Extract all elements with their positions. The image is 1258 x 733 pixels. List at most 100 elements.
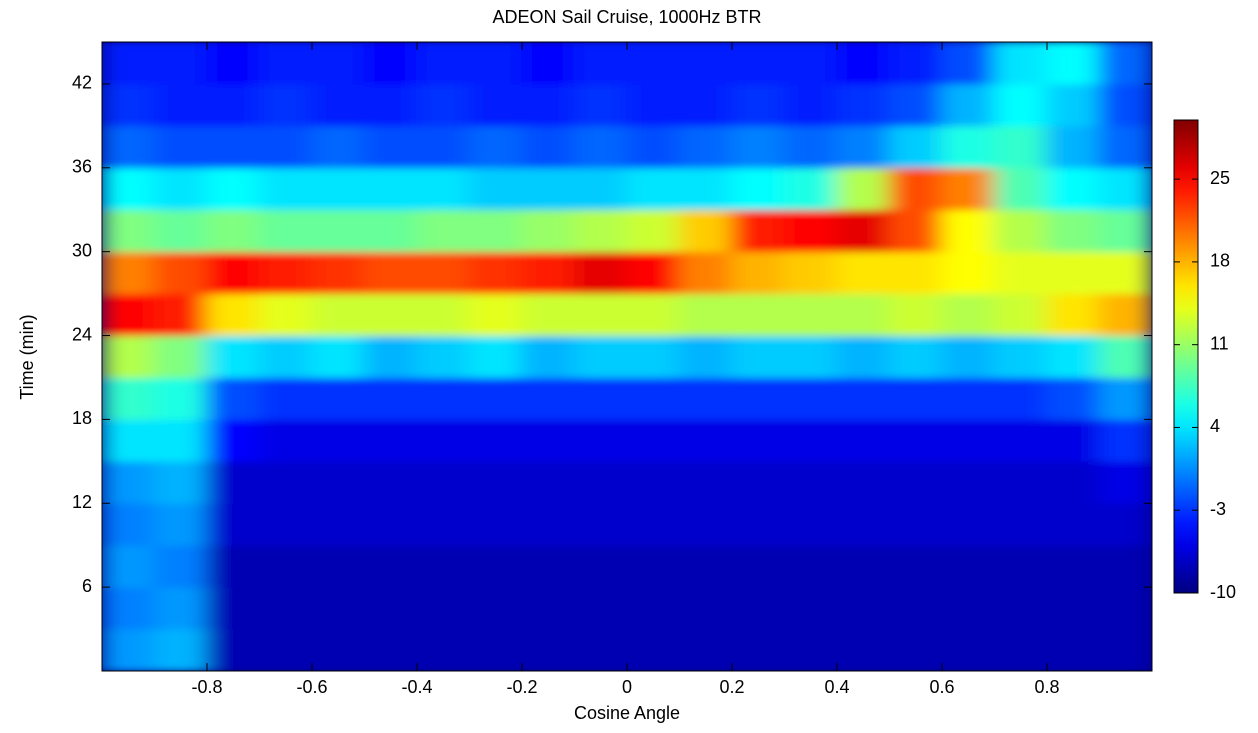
heatmap-cell	[468, 42, 523, 85]
heatmap-cell	[573, 502, 628, 546]
heatmap-cell	[626, 42, 681, 85]
heatmap-cell	[363, 544, 418, 588]
heatmap-cell	[836, 83, 891, 127]
heatmap-cell	[1098, 125, 1152, 169]
heatmap-cell	[888, 335, 943, 378]
heatmap-cell	[836, 418, 891, 462]
heatmap-cell	[521, 628, 576, 671]
heatmap-cell	[678, 586, 733, 630]
heatmap-cell	[836, 335, 891, 378]
heatmap-cell	[836, 42, 891, 85]
heatmap-cell	[521, 209, 576, 253]
heatmap-cell	[731, 628, 786, 671]
heatmap-cell	[311, 293, 366, 337]
heatmap-cell	[1046, 544, 1101, 588]
heatmap-cell	[102, 502, 156, 546]
heatmap-cell	[258, 167, 313, 211]
heatmap-cell	[573, 418, 628, 462]
heatmap-cell	[573, 460, 628, 504]
heatmap-cell	[206, 586, 261, 630]
heatmap-cell	[993, 544, 1048, 588]
heatmap-cell	[1046, 293, 1101, 337]
heatmap-cell	[941, 418, 996, 462]
heatmap-cell	[993, 167, 1048, 211]
heatmap-cell	[311, 42, 366, 85]
heatmap-cell	[1046, 42, 1101, 85]
heatmap-cell	[573, 167, 628, 211]
heatmap-cell	[206, 376, 261, 420]
heatmap-cells	[102, 42, 1152, 671]
y-tick-label: 24	[72, 324, 92, 344]
heatmap-cell	[258, 335, 313, 378]
heatmap-cell	[1098, 586, 1152, 630]
heatmap-cell	[153, 544, 208, 588]
heatmap-cell	[678, 83, 733, 127]
heatmap-cell	[1098, 544, 1152, 588]
heatmap-cell	[678, 418, 733, 462]
colorbar-tick-label: 25	[1210, 168, 1230, 188]
heatmap-cell	[573, 586, 628, 630]
heatmap-cell	[1046, 335, 1101, 378]
heatmap-cell	[468, 209, 523, 253]
heatmap-cell	[888, 628, 943, 671]
heatmap-cell	[1046, 125, 1101, 169]
heatmap-cell	[626, 502, 681, 546]
heatmap-cell	[1098, 83, 1152, 127]
heatmap-cell	[1046, 460, 1101, 504]
heatmap-cell	[102, 376, 156, 420]
heatmap-cell	[836, 544, 891, 588]
heatmap-cell	[206, 209, 261, 253]
x-tick-label: -0.8	[191, 677, 222, 697]
heatmap-cell	[836, 586, 891, 630]
heatmap-cell	[888, 544, 943, 588]
heatmap-cell	[102, 460, 156, 504]
heatmap-cell	[206, 544, 261, 588]
heatmap-cell	[258, 83, 313, 127]
heatmap-cell	[416, 628, 471, 671]
heatmap-cell	[993, 586, 1048, 630]
heatmap-cell	[626, 293, 681, 337]
heatmap-cell	[993, 83, 1048, 127]
heatmap-cell	[783, 460, 838, 504]
heatmap-cell	[678, 460, 733, 504]
x-tick-label: -0.4	[401, 677, 432, 697]
heatmap-cell	[258, 544, 313, 588]
heatmap-cell	[153, 628, 208, 671]
heatmap-cell	[311, 335, 366, 378]
heatmap-cell	[888, 209, 943, 253]
heatmap-cell	[206, 628, 261, 671]
heatmap-cell	[573, 125, 628, 169]
heatmap-cell	[521, 376, 576, 420]
heatmap-cell	[678, 544, 733, 588]
heatmap-cell	[363, 586, 418, 630]
heatmap-cell	[731, 544, 786, 588]
heatmap-cell	[102, 628, 156, 671]
y-tick-label: 12	[72, 492, 92, 512]
x-axis-label: Cosine Angle	[574, 703, 680, 723]
heatmap-cell	[731, 42, 786, 85]
heatmap-cell	[1046, 376, 1101, 420]
heatmap-cell	[206, 167, 261, 211]
heatmap-cell	[941, 544, 996, 588]
heatmap-cell	[102, 335, 156, 378]
heatmap-cell	[206, 293, 261, 337]
heatmap-cell	[1098, 376, 1152, 420]
heatmap-cell	[573, 83, 628, 127]
heatmap-cell	[258, 251, 313, 295]
heatmap-cell	[731, 167, 786, 211]
heatmap-cell	[783, 335, 838, 378]
heatmap-cell	[363, 251, 418, 295]
heatmap-cell	[258, 209, 313, 253]
heatmap-cell	[941, 586, 996, 630]
heatmap-cell	[731, 125, 786, 169]
heatmap-cell	[153, 42, 208, 85]
heatmap-cell	[626, 251, 681, 295]
heatmap-cell	[626, 209, 681, 253]
heatmap-cell	[363, 418, 418, 462]
heatmap-cell	[678, 293, 733, 337]
y-tick-label: 42	[72, 73, 92, 93]
heatmap-cell	[416, 42, 471, 85]
heatmap-cell	[783, 251, 838, 295]
heatmap-cell	[311, 83, 366, 127]
